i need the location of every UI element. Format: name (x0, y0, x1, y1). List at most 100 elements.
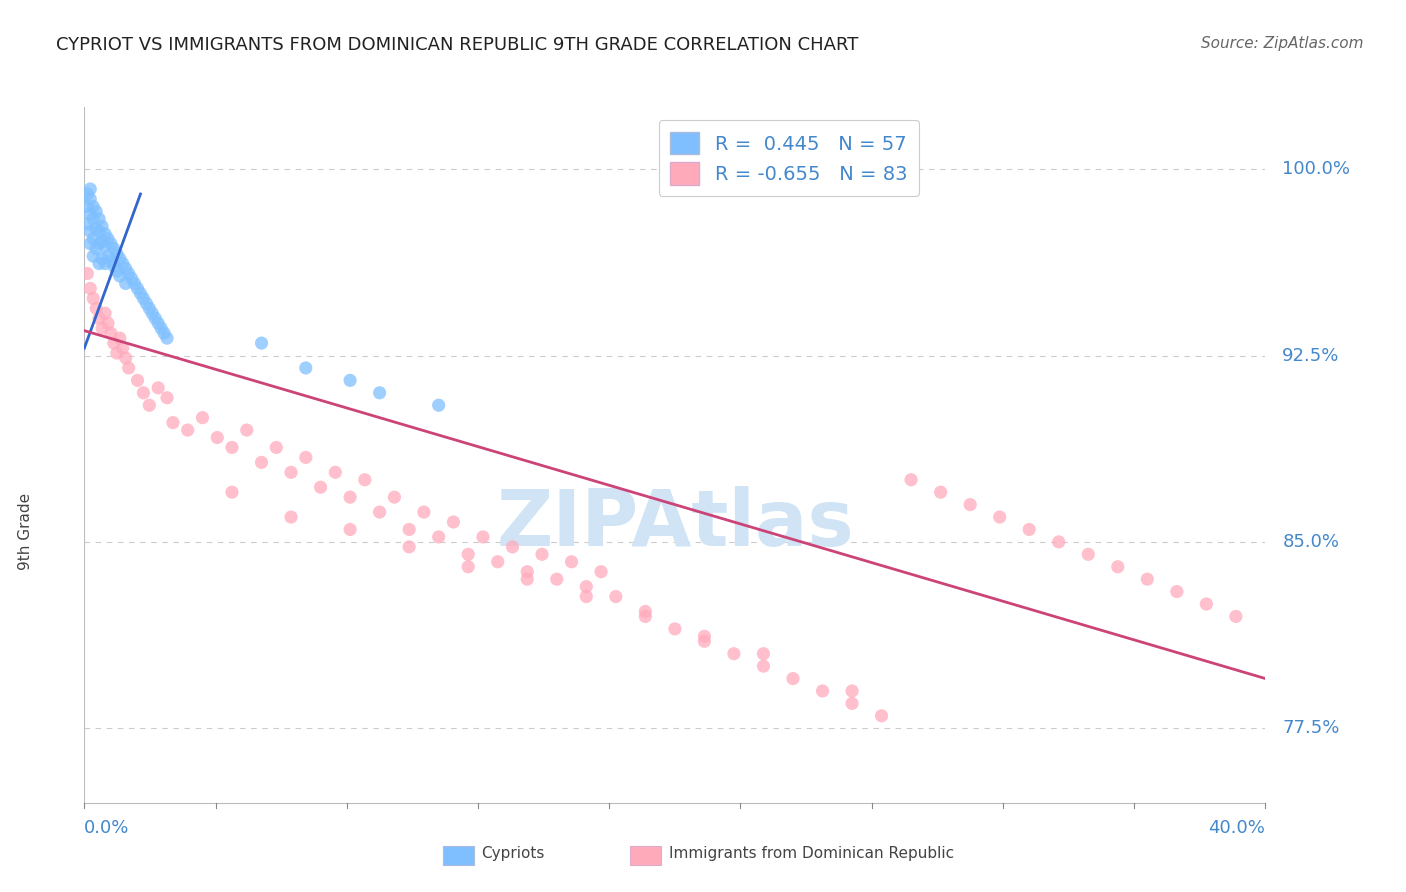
Point (87, 211, 111, 226)
Point (575, 580, 598, 594)
Point (457, 547, 479, 561)
Point (84, 222, 107, 236)
Point (1018, 523, 1040, 537)
Point (91, 234, 114, 248)
Point (153, 326, 176, 340)
Point (143, 311, 166, 326)
Point (870, 708, 893, 723)
Text: 85.0%: 85.0% (1282, 533, 1340, 551)
Point (118, 267, 141, 281)
Point (87, 311, 111, 326)
Point (398, 540, 420, 554)
Point (127, 373, 149, 387)
Point (1225, 609, 1247, 624)
Point (105, 264, 128, 278)
Point (560, 555, 583, 569)
Point (591, 565, 613, 579)
Point (108, 252, 131, 266)
Point (221, 485, 243, 500)
Text: 0.0%: 0.0% (84, 819, 129, 837)
Point (664, 622, 686, 636)
Point (205, 430, 228, 444)
Point (457, 559, 479, 574)
Point (97, 232, 120, 246)
Point (634, 605, 657, 619)
Point (693, 629, 716, 643)
Point (295, 360, 318, 375)
Point (309, 480, 332, 494)
Point (132, 291, 155, 305)
Point (87, 236, 111, 251)
Point (82, 199, 104, 213)
Point (486, 555, 509, 569)
Point (250, 455, 273, 469)
Point (114, 261, 136, 276)
Point (264, 441, 288, 455)
Point (84, 242, 107, 256)
Point (82, 291, 104, 305)
Point (368, 505, 391, 519)
Point (91, 321, 114, 335)
Point (235, 423, 259, 437)
Point (472, 530, 495, 544)
Point (97, 316, 120, 330)
Point (79, 236, 101, 251)
Point (114, 277, 136, 291)
Point (108, 268, 131, 283)
Point (441, 515, 464, 529)
Point (124, 277, 146, 291)
Point (94, 239, 117, 253)
Point (900, 473, 922, 487)
Point (132, 385, 155, 400)
Point (79, 207, 101, 221)
Text: ZIPAtlas: ZIPAtlas (496, 486, 853, 563)
Text: Immigrants from Dominican Republic: Immigrants from Dominican Republic (669, 847, 955, 861)
Point (929, 485, 952, 500)
Point (811, 684, 834, 698)
Point (84, 301, 107, 316)
Point (177, 423, 200, 437)
Point (156, 331, 179, 345)
Text: Cypriots: Cypriots (481, 847, 544, 861)
Text: CYPRIOT VS IMMIGRANTS FROM DOMINICAN REPUBLIC 9TH GRADE CORRELATION CHART: CYPRIOT VS IMMIGRANTS FROM DOMINICAN REP… (56, 36, 859, 54)
Point (339, 523, 361, 537)
Point (111, 341, 134, 355)
Point (1077, 547, 1099, 561)
Point (79, 182, 101, 196)
Point (191, 410, 214, 425)
Point (841, 684, 863, 698)
Point (634, 609, 657, 624)
Point (413, 505, 436, 519)
Point (100, 254, 122, 268)
Point (135, 296, 157, 310)
Point (108, 331, 131, 345)
Point (752, 659, 775, 673)
Point (148, 316, 170, 330)
Point (605, 590, 627, 604)
Point (354, 473, 377, 487)
Point (82, 232, 104, 246)
Point (103, 259, 125, 273)
Point (516, 565, 538, 579)
Point (79, 281, 101, 295)
Point (127, 281, 149, 295)
Point (76, 267, 98, 281)
Point (782, 672, 804, 686)
Point (323, 466, 347, 480)
Point (575, 590, 598, 604)
Point (280, 466, 302, 480)
Point (1047, 535, 1070, 549)
Point (138, 398, 160, 412)
Point (79, 192, 101, 206)
Point (114, 351, 136, 365)
Text: 9th Grade: 9th Grade (18, 493, 32, 570)
Text: 40.0%: 40.0% (1209, 819, 1265, 837)
Point (129, 286, 152, 301)
Point (76, 217, 98, 231)
Text: 77.5%: 77.5% (1282, 719, 1340, 738)
Point (959, 498, 981, 512)
Point (723, 647, 745, 661)
Point (156, 391, 179, 405)
Point (97, 249, 120, 263)
Point (368, 385, 391, 400)
